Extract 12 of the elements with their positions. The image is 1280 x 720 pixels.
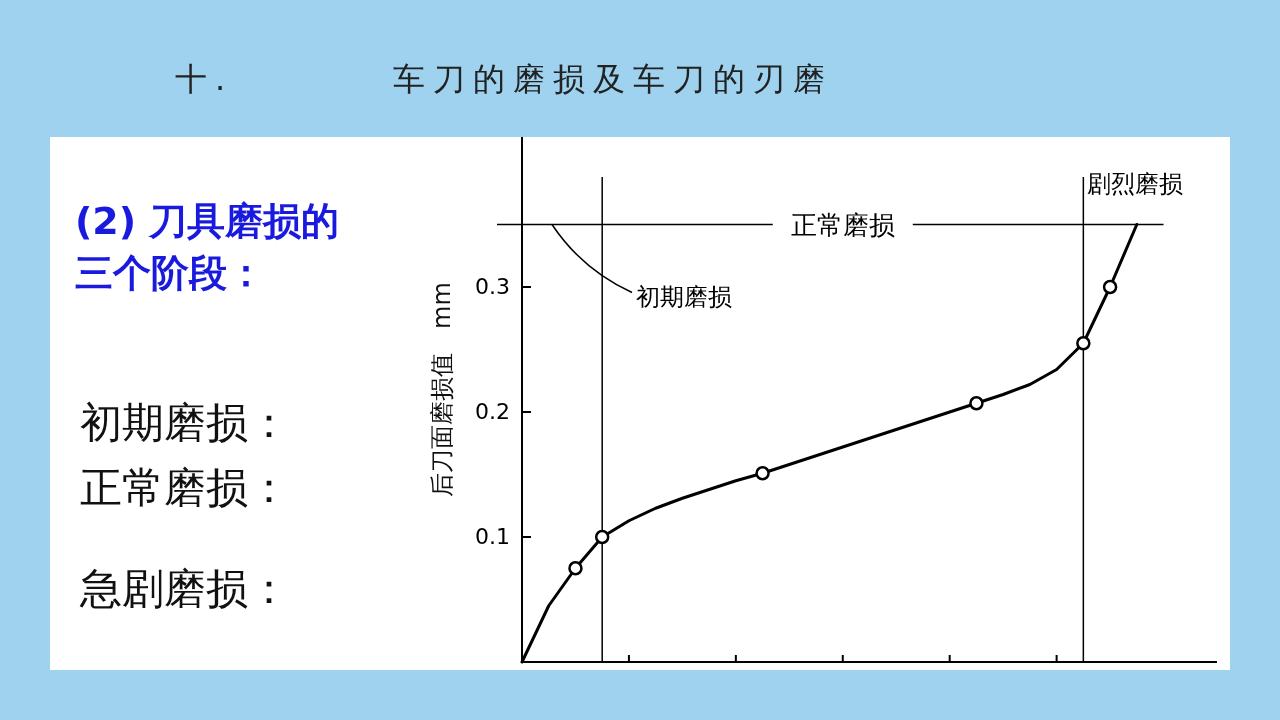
y-tick-label: 0.1: [475, 524, 510, 549]
text: 初期磨损：: [80, 398, 290, 447]
title: 十. 车刀的磨损及车刀的刃磨: [175, 60, 834, 98]
text: 急剧磨损：: [79, 564, 290, 613]
text: 正常磨损：: [80, 463, 290, 512]
ref-line-label: 正常磨损: [790, 209, 895, 240]
text: (2) 刀具磨损的三个阶段：: [75, 198, 341, 297]
y-tick-label: 0.2: [475, 399, 510, 424]
y-tick-label: 0.3: [475, 274, 510, 299]
annotation: 初期磨损: [636, 282, 732, 311]
annotation: 剧烈磨损: [1087, 170, 1184, 198]
y-axis-title: 后刀面磨损值 mm: [428, 282, 456, 497]
